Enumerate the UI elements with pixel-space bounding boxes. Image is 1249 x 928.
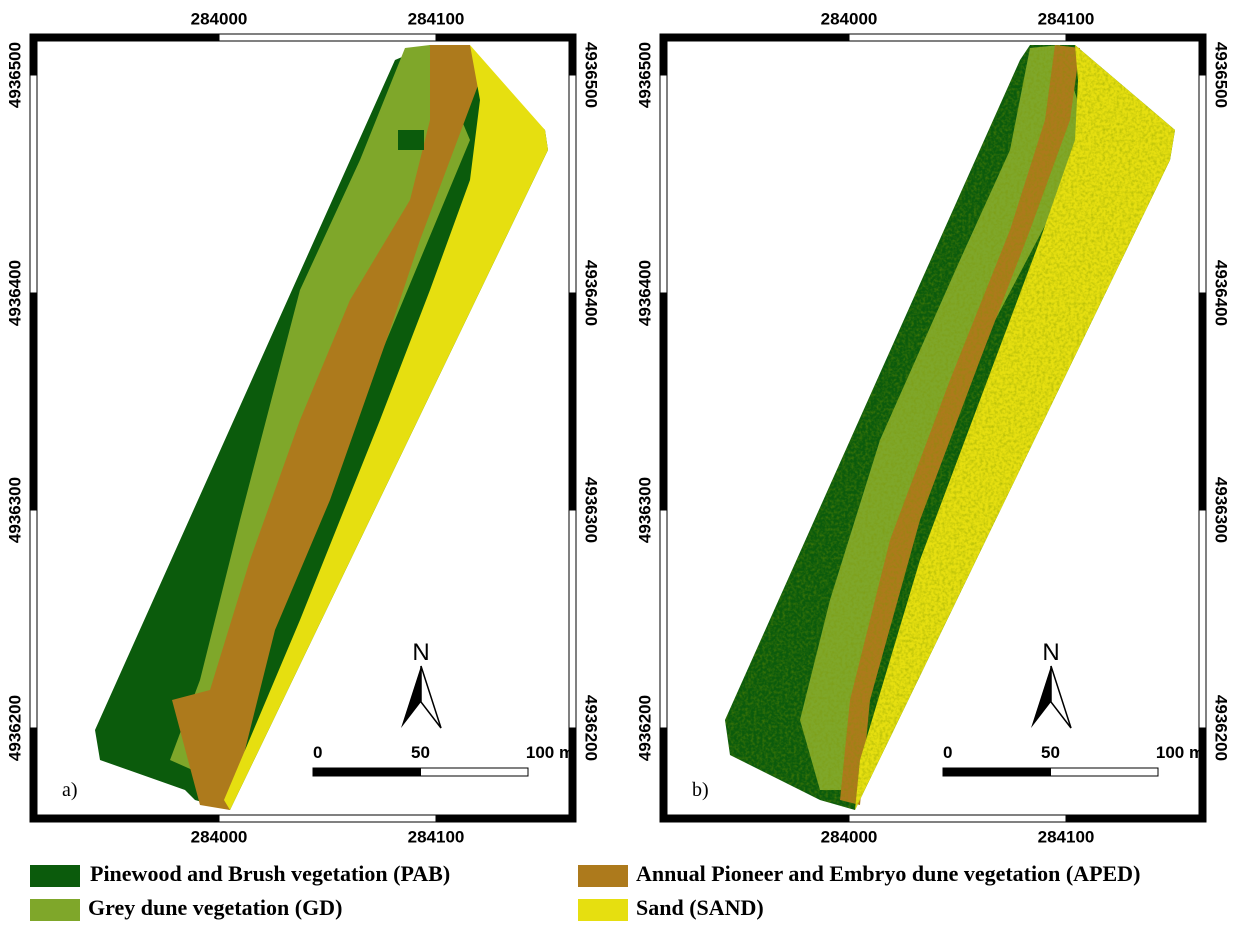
neatline-segment	[29, 292, 38, 511]
neatline-segment	[659, 33, 668, 76]
neatline-segment	[659, 74, 668, 294]
neatline-segment	[659, 33, 850, 42]
neatline-segment	[659, 509, 668, 729]
neatline-segment	[1198, 727, 1207, 823]
x-tick-label: 284100	[1038, 827, 1095, 846]
texture	[725, 45, 1175, 810]
north-arrow	[1031, 666, 1051, 728]
scale-bar	[942, 767, 1051, 777]
neatline-segment	[1065, 33, 1207, 42]
orthophoto-map	[725, 45, 1175, 810]
neatline-segment	[659, 814, 850, 823]
legend-label: Sand (SAND)	[636, 895, 764, 920]
x-tick-label: 284000	[821, 9, 878, 28]
neatline-segment	[568, 727, 577, 823]
y-tick-label: 4936200	[5, 695, 24, 761]
x-tick-label: 284100	[408, 9, 465, 28]
y-tick-label: 4936400	[582, 260, 601, 326]
scale-label: 100 m	[1156, 743, 1204, 762]
x-tick-label: 284000	[191, 827, 248, 846]
legend-label: Pinewood and Brush vegetation (PAB)	[90, 861, 450, 886]
frames	[29, 33, 1207, 823]
scale-label: 50	[1041, 743, 1060, 762]
neatline-segment	[29, 33, 38, 76]
neatline-segment	[568, 74, 577, 294]
neatline-segment	[29, 33, 220, 42]
legend: Pinewood and Brush vegetation (PAB) Annua…	[30, 861, 1140, 921]
neatline-segment	[848, 814, 1067, 823]
neatline-segment	[435, 33, 577, 42]
neatline-segment	[1198, 292, 1207, 511]
neatline-segment	[218, 814, 437, 823]
scale-bar	[420, 767, 529, 777]
y-tick-label: 4936300	[582, 477, 601, 543]
y-tick-label: 4936500	[635, 42, 654, 108]
y-tick-label: 4936500	[582, 42, 601, 108]
neatline-segment	[1065, 814, 1207, 823]
panel-label: b)	[692, 779, 709, 801]
neatline-segment	[435, 814, 577, 823]
x-tick-label: 284100	[1038, 9, 1095, 28]
panel-label: a)	[62, 779, 78, 801]
north-label: N	[412, 639, 429, 666]
north-arrow	[420, 665, 442, 729]
neatline-segment	[1198, 509, 1207, 729]
scale-label: 0	[313, 743, 322, 762]
neatline-segment	[659, 727, 668, 823]
north-arrow	[1050, 665, 1072, 729]
neatline-segment	[568, 292, 577, 511]
y-tick-label: 4936200	[635, 695, 654, 761]
scale-label: 0	[943, 743, 952, 762]
neatline-segment	[29, 727, 38, 823]
neatline-segment	[29, 74, 38, 294]
neatline-segment	[568, 33, 577, 76]
scale-bar	[312, 767, 421, 777]
legend-swatch	[578, 899, 628, 921]
neatline-segment	[1198, 74, 1207, 294]
scale-label: 50	[411, 743, 430, 762]
neatline-segment	[1198, 33, 1207, 76]
neatline-segment	[218, 33, 437, 42]
legend-label: Grey dune vegetation (GD)	[88, 895, 342, 920]
class-area	[172, 45, 480, 810]
neatline-segment	[568, 509, 577, 729]
y-tick-label: 4936200	[1212, 695, 1231, 761]
labels: 284000 284100 284000 284100 4936500 4936400 49…	[5, 9, 1230, 846]
neatline-segment	[659, 292, 668, 511]
neatline-segment	[848, 33, 1067, 42]
y-tick-label: 4936200	[582, 695, 601, 761]
scale-bar	[1050, 767, 1159, 777]
y-tick-label: 4936300	[1212, 477, 1231, 543]
legend-swatch	[30, 899, 80, 921]
y-tick-label: 4936400	[5, 260, 24, 326]
y-tick-label: 4936400	[635, 260, 654, 326]
y-tick-label: 4936300	[635, 477, 654, 543]
legend-swatch	[30, 865, 80, 887]
legend-swatch	[578, 865, 628, 887]
y-tick-label: 4936400	[1212, 260, 1231, 326]
class-area	[224, 45, 548, 810]
scale-label: 100 m	[526, 743, 574, 762]
north-arrow	[401, 666, 421, 728]
y-tick-label: 4936300	[5, 477, 24, 543]
x-tick-label: 284000	[191, 9, 248, 28]
y-tick-label: 4936500	[1212, 42, 1231, 108]
x-tick-label: 284100	[408, 827, 465, 846]
neatline-segment	[29, 509, 38, 729]
classification-map	[95, 45, 548, 810]
x-tick-label: 284000	[821, 827, 878, 846]
north-label: N	[1042, 639, 1059, 666]
neatline-segment	[29, 814, 220, 823]
y-tick-label: 4936500	[5, 42, 24, 108]
legend-label: Annual Pioneer and Embryo dune vegetatio…	[636, 861, 1140, 886]
class-area	[398, 130, 424, 150]
